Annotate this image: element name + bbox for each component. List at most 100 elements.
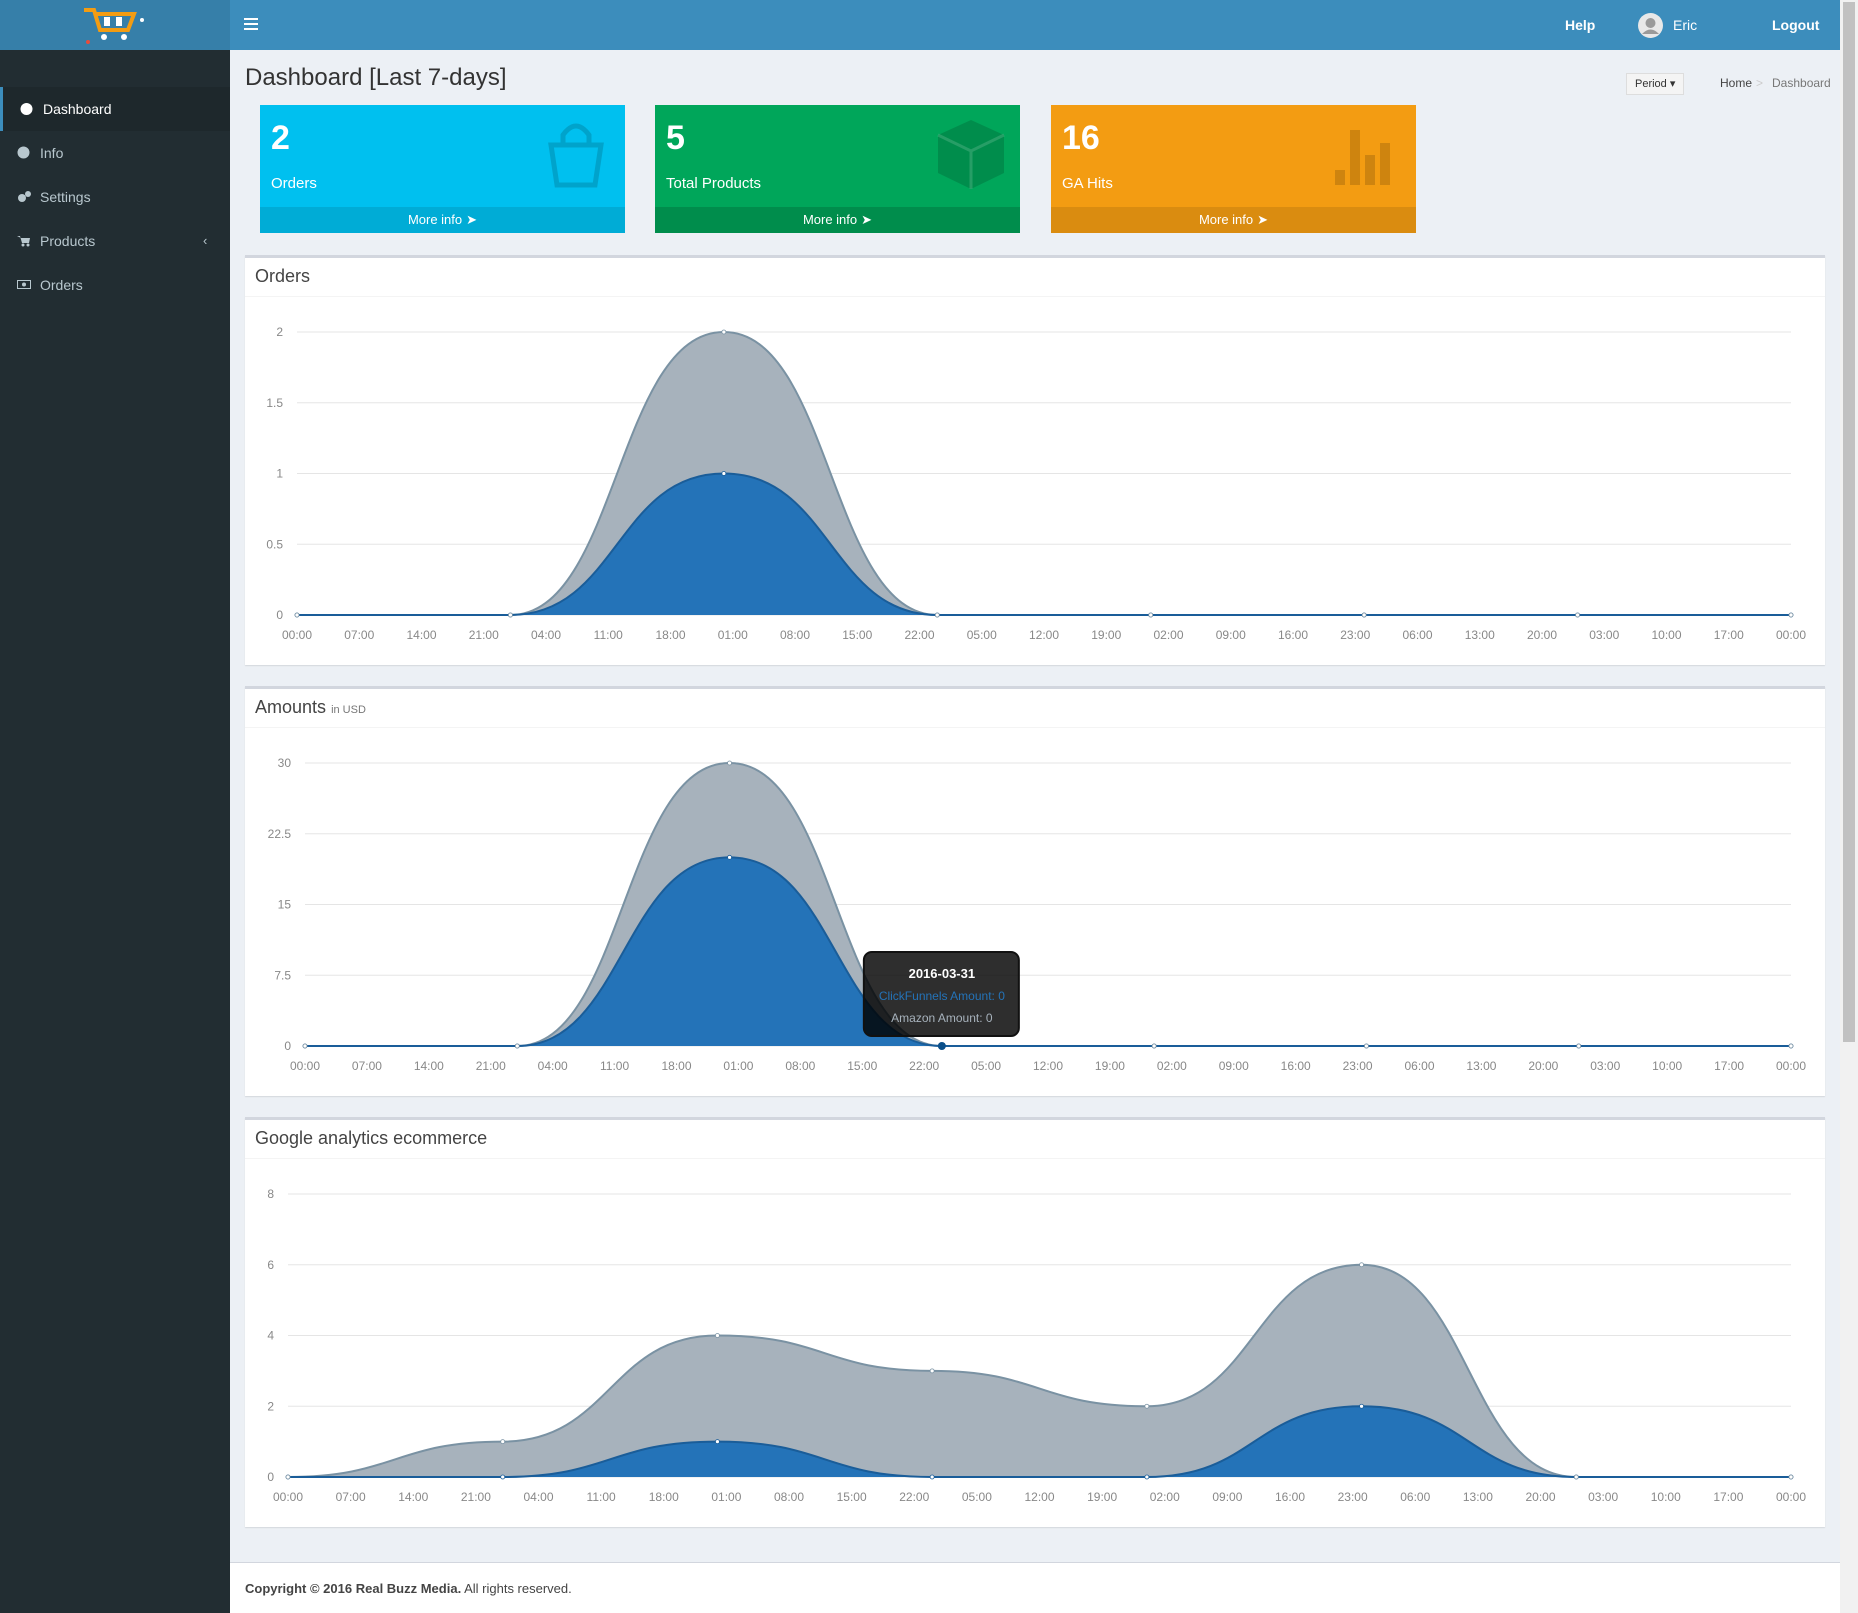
x-tick-label: 00:00: [290, 1059, 320, 1073]
breadcrumb-home[interactable]: Home: [1720, 76, 1752, 90]
info-value: 2: [271, 119, 290, 157]
arrow-icon: ➤: [861, 212, 873, 227]
y-tick-label: 6: [267, 1258, 274, 1272]
x-tick-label: 22:00: [904, 628, 934, 642]
menu-toggle[interactable]: [244, 18, 258, 30]
point: [294, 612, 300, 618]
info-footer[interactable]: More info ➤: [655, 207, 1020, 233]
x-tick-label: 13:00: [1466, 1059, 1496, 1073]
point: [302, 1043, 308, 1049]
info-box: 2 Orders More info ➤: [260, 105, 625, 233]
x-tick-label: 08:00: [780, 628, 810, 642]
nav-item[interactable]: Dashboard: [0, 87, 230, 131]
wheel: [121, 34, 127, 40]
more-info: More info: [1198, 212, 1254, 227]
x-tick-label: 05:00: [962, 1490, 992, 1504]
area: [297, 332, 1791, 615]
y-tick-label: 0: [276, 608, 283, 622]
info-footer[interactable]: More info ➤: [1051, 207, 1416, 233]
point: [1148, 612, 1154, 618]
tooltip-line: Amazon Amount: 0: [891, 1011, 993, 1025]
chart-box: Orders 0 0.5 1 1.5 2 00:00 07:00 14:00 21:00 04:00…: [245, 255, 1825, 665]
chart-title-text: Orders: [255, 266, 311, 286]
chart-subtitle: in USD: [331, 704, 366, 716]
cart-part: [116, 17, 122, 26]
x-tick-label: 16:00: [1275, 1490, 1305, 1504]
scroll-thumb[interactable]: [1843, 2, 1855, 1042]
x-tick-label: 09:00: [1216, 628, 1246, 642]
x-tick-label: 00:00: [282, 628, 312, 642]
info-footer[interactable]: More info ➤: [260, 207, 625, 233]
chart-title: Orders: [255, 266, 310, 287]
logout-link[interactable]: Logout: [1772, 17, 1819, 33]
chart: 0 0.5 1 1.5 2 00:00 07:00 14:00 21:00 04:00 11:00 1…: [266, 325, 1806, 642]
avatar: [1638, 13, 1663, 38]
chevron: ‹: [203, 233, 208, 248]
point: [715, 1439, 720, 1445]
x-tick-label: 06:00: [1402, 628, 1432, 642]
tooltip: 2016-03-31 ClickFunnels Amount: 0 Amazon A…: [862, 951, 1020, 1037]
tooltip-line: ClickFunnels Amount: 0: [879, 989, 1005, 1003]
x-tick-label: 01:00: [718, 628, 748, 642]
separator: [245, 1158, 1825, 1159]
dot: [86, 40, 90, 44]
logo[interactable]: [0, 0, 230, 50]
scrollbar[interactable]: [1840, 0, 1858, 1613]
x-tick-label: 22:00: [899, 1490, 929, 1504]
x-tick-label: 21:00: [461, 1490, 491, 1504]
x-tick-label: 07:00: [336, 1490, 366, 1504]
x-tick-label: 17:00: [1714, 1059, 1744, 1073]
point: [929, 1368, 935, 1374]
point: [721, 471, 727, 476]
info-value: 16: [1062, 119, 1100, 157]
point: [929, 1474, 935, 1480]
separator: [245, 727, 1825, 728]
x-tick-label: 06:00: [1404, 1059, 1434, 1073]
help-link[interactable]: Help: [1565, 17, 1595, 33]
x-tick-label: 11:00: [600, 1059, 629, 1073]
chart-title: Amounts in USD: [255, 697, 366, 718]
x-tick-label: 09:00: [1219, 1059, 1249, 1073]
point: [285, 1474, 291, 1480]
page-title: Dashboard [Last 7-days]: [245, 64, 507, 91]
nav-item[interactable]: Products ‹: [0, 219, 230, 263]
y-tick-label: 2: [276, 325, 283, 339]
y-tick-label: 7.5: [274, 968, 291, 982]
point: [1575, 612, 1580, 618]
cart-part: [104, 17, 110, 26]
chart-box: Amounts in USD 0 7.5 15 22.5 30 00:00 07:00 14:0…: [245, 686, 1825, 1096]
nav-item[interactable]: Orders: [0, 263, 230, 307]
period-button[interactable]: Period ▾: [1626, 73, 1685, 95]
nav-item[interactable]: Settings: [0, 175, 230, 219]
tooltip-bg: [862, 951, 1020, 1037]
footer-text: Copyright © 2016 Real Buzz Media. All ri…: [245, 1581, 572, 1596]
cart: [84, 8, 137, 32]
y-tick-label: 22.5: [268, 827, 292, 841]
x-tick-label: 20:00: [1527, 628, 1557, 642]
x-tick-label: 19:00: [1095, 1059, 1125, 1073]
area: [297, 473, 1791, 615]
x-tick-label: 11:00: [587, 1490, 616, 1504]
chart-title-text: Amounts: [255, 697, 327, 717]
user-name[interactable]: Eric: [1673, 17, 1697, 33]
point: [500, 1474, 506, 1480]
x-tick-label: 15:00: [842, 628, 872, 642]
point: [1573, 1474, 1579, 1480]
period-text: Period: [1635, 78, 1667, 90]
x-tick-label: 19:00: [1091, 628, 1121, 642]
x-tick-label: 10:00: [1652, 1059, 1682, 1073]
copyright: Copyright © 2016 Real Buzz Media.: [245, 1581, 462, 1596]
nav-item[interactable]: Info: [0, 131, 230, 175]
area: [305, 857, 1791, 1046]
x-tick-label: 02:00: [1153, 628, 1183, 642]
logo-icon: [84, 8, 144, 44]
chart: 0 7.5 15 22.5 30 00:00 07:00 14:00 21:00 04:00 11:…: [268, 756, 1807, 1073]
info-box: 16 GA Hits More info ➤: [1051, 105, 1416, 233]
x-tick-label: 23:00: [1338, 1490, 1368, 1504]
hover-point: [937, 1042, 946, 1050]
x-tick-label: 13:00: [1465, 628, 1495, 642]
chart-title: Google analytics ecommerce: [255, 1128, 487, 1149]
point: [1788, 612, 1794, 618]
more-info: More info: [407, 212, 463, 227]
point: [1361, 612, 1367, 618]
